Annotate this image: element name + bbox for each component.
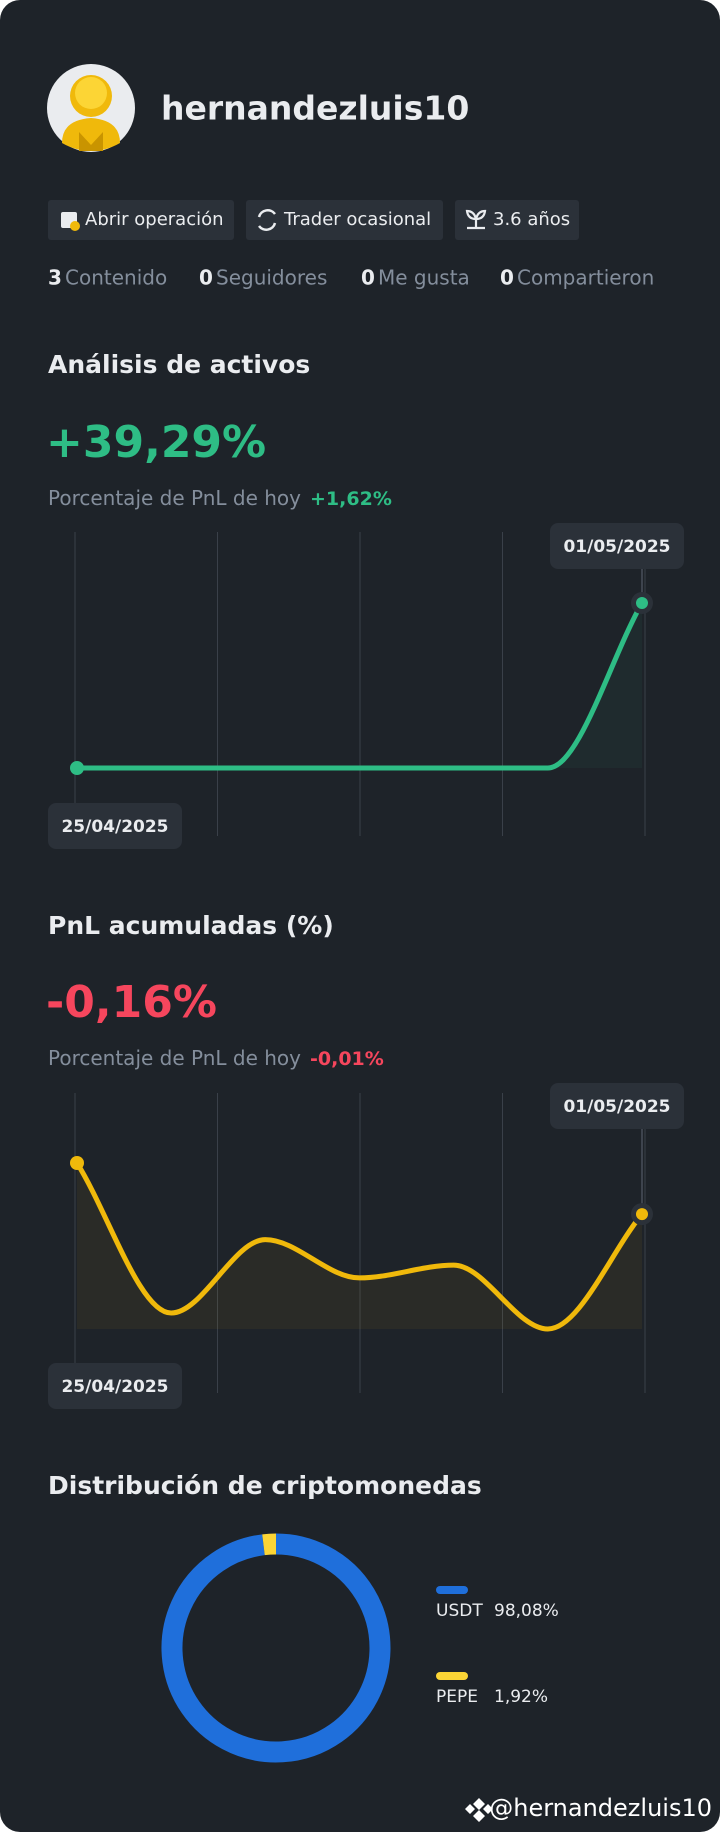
tag-label: Trader ocasional [283, 209, 431, 230]
watermark: @hernandezluis10 [465, 1794, 712, 1822]
charts: 01/05/2025 25/04/2025 01/05/2025 25/04/2025… [48, 523, 684, 1763]
legend-label: USDT [436, 1601, 483, 1621]
tooltip [48, 803, 182, 849]
tooltip-date: 01/05/2025 [563, 537, 670, 557]
donut-slice [262, 1533, 277, 1556]
legend-swatch [436, 1586, 468, 1594]
start-point [70, 1156, 84, 1170]
today-pnl: Porcentaje de PnL de hoy +1,62% [48, 486, 392, 510]
stat-label: Contenido [65, 266, 167, 290]
tooltip-date: 25/04/2025 [61, 1377, 168, 1397]
start-point [70, 761, 84, 775]
tooltip-date: 01/05/2025 [563, 1097, 670, 1117]
today-change: +1,62% [310, 488, 392, 510]
subtitle: Porcentaje de PnL de hoy [48, 1046, 301, 1070]
stat-label: Me gusta [378, 266, 470, 290]
line [74, 600, 645, 771]
legend-value: 98,08% [494, 1601, 559, 1621]
stat-count: 0 [500, 266, 514, 290]
username: hernandezluis10 [161, 89, 469, 128]
tooltip [550, 523, 684, 569]
stat-label: Seguidores [216, 266, 327, 290]
tag-label: 3.6 años [493, 209, 570, 230]
subtitle: Porcentaje de PnL de hoy [48, 486, 301, 510]
line-area [77, 1163, 642, 1329]
headline-value: +39,29% [46, 417, 266, 468]
tag: 3.6 años [455, 200, 579, 240]
stat-count: 3 [48, 266, 62, 290]
avatar [47, 64, 135, 152]
stat-label: Compartieron [517, 266, 654, 290]
watermark-text: @hernandezluis10 [489, 1794, 712, 1822]
legend-value: 1,92% [494, 1687, 548, 1707]
today-pnl: Porcentaje de PnL de hoy -0,01% [48, 1046, 384, 1070]
end-point-dot [636, 1208, 648, 1221]
line-area [77, 603, 642, 768]
line [74, 1160, 645, 1332]
legend-swatch [436, 1672, 468, 1680]
tooltip-date: 25/04/2025 [61, 817, 168, 837]
headline-value: -0,16% [46, 977, 217, 1028]
legend-label: PEPE [436, 1687, 478, 1707]
tag-label: Abrir operación [85, 209, 224, 230]
section-title: Distribución de criptomonedas [48, 1471, 482, 1500]
section-title: Análisis de activos [48, 350, 310, 379]
donut-slice [161, 1533, 391, 1763]
stat-count: 0 [199, 266, 213, 290]
section-title: PnL acumuladas (%) [48, 911, 334, 940]
tag: Trader ocasional [246, 200, 443, 240]
tag: Abrir operación [48, 200, 234, 240]
stat-count: 0 [361, 266, 375, 290]
today-change: -0,01% [310, 1048, 384, 1070]
end-point-dot [636, 597, 648, 609]
tooltip [550, 1083, 684, 1129]
tooltip [48, 1363, 182, 1409]
